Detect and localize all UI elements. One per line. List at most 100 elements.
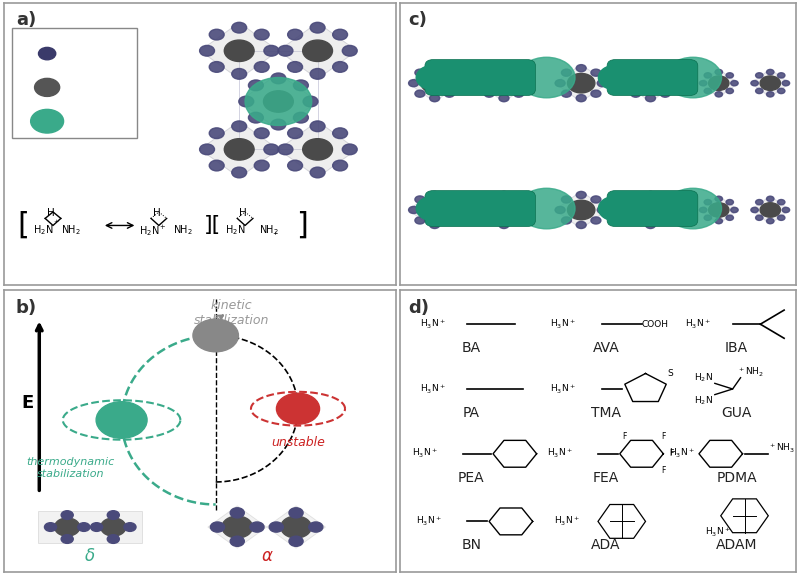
- Circle shape: [576, 64, 586, 72]
- Circle shape: [107, 535, 119, 543]
- Circle shape: [726, 200, 734, 205]
- Circle shape: [294, 80, 308, 91]
- Circle shape: [254, 160, 269, 171]
- Circle shape: [518, 58, 575, 98]
- Circle shape: [562, 196, 571, 203]
- FancyBboxPatch shape: [607, 190, 698, 227]
- Circle shape: [450, 206, 461, 213]
- Circle shape: [499, 95, 509, 102]
- Circle shape: [210, 128, 224, 139]
- Circle shape: [430, 191, 440, 198]
- Circle shape: [249, 112, 263, 123]
- Polygon shape: [699, 69, 738, 97]
- Circle shape: [232, 167, 246, 178]
- Circle shape: [224, 40, 254, 62]
- Circle shape: [499, 64, 509, 72]
- Circle shape: [288, 29, 302, 40]
- Text: H$_3$N$^+$: H$_3$N$^+$: [705, 526, 730, 539]
- Circle shape: [576, 95, 586, 102]
- Circle shape: [760, 76, 781, 90]
- Circle shape: [562, 69, 571, 76]
- Circle shape: [782, 81, 790, 86]
- Circle shape: [450, 79, 461, 87]
- Circle shape: [430, 221, 440, 228]
- Circle shape: [567, 200, 595, 220]
- Circle shape: [484, 217, 494, 224]
- Polygon shape: [408, 64, 461, 102]
- Circle shape: [34, 78, 60, 97]
- Circle shape: [277, 393, 319, 424]
- FancyBboxPatch shape: [607, 59, 698, 95]
- Text: PA: PA: [462, 406, 480, 420]
- Circle shape: [699, 208, 707, 213]
- Circle shape: [715, 70, 722, 75]
- Text: d): d): [408, 299, 429, 317]
- Circle shape: [484, 196, 494, 203]
- Circle shape: [270, 522, 283, 532]
- Circle shape: [200, 45, 214, 56]
- Text: COOH: COOH: [642, 320, 669, 329]
- Circle shape: [309, 522, 323, 532]
- Text: H$_3$N$^+$: H$_3$N$^+$: [670, 447, 695, 461]
- Circle shape: [61, 535, 74, 543]
- Circle shape: [715, 218, 722, 224]
- Polygon shape: [239, 73, 318, 130]
- Circle shape: [288, 128, 302, 139]
- Circle shape: [514, 217, 524, 224]
- Text: ADA: ADA: [591, 538, 621, 553]
- Circle shape: [751, 208, 758, 213]
- Circle shape: [254, 62, 269, 72]
- Polygon shape: [38, 511, 142, 543]
- Circle shape: [562, 90, 571, 97]
- Circle shape: [90, 523, 102, 531]
- Polygon shape: [750, 69, 790, 97]
- Circle shape: [778, 215, 785, 220]
- Circle shape: [665, 58, 722, 98]
- Text: ]: ]: [296, 211, 308, 240]
- Circle shape: [288, 160, 302, 171]
- Circle shape: [210, 62, 224, 72]
- Circle shape: [514, 90, 524, 97]
- Polygon shape: [278, 121, 357, 178]
- Circle shape: [210, 522, 225, 532]
- Circle shape: [271, 73, 286, 84]
- Circle shape: [124, 523, 136, 531]
- Circle shape: [499, 221, 509, 228]
- Circle shape: [755, 89, 763, 94]
- Circle shape: [598, 65, 634, 90]
- Text: X⁻: X⁻: [90, 47, 106, 60]
- Circle shape: [704, 72, 711, 78]
- Circle shape: [254, 29, 269, 40]
- Circle shape: [107, 511, 119, 519]
- Text: $^+$NH$_3$: $^+$NH$_3$: [768, 442, 795, 455]
- Circle shape: [415, 69, 425, 76]
- Text: BA: BA: [462, 341, 481, 355]
- Circle shape: [624, 79, 634, 87]
- Circle shape: [766, 91, 774, 97]
- Circle shape: [288, 62, 302, 72]
- Polygon shape: [624, 64, 677, 102]
- Circle shape: [591, 217, 601, 224]
- Circle shape: [778, 200, 785, 205]
- Text: δ: δ: [85, 547, 95, 565]
- Circle shape: [715, 91, 722, 97]
- Circle shape: [567, 74, 595, 93]
- Circle shape: [726, 215, 734, 220]
- Circle shape: [444, 90, 454, 97]
- Circle shape: [310, 121, 325, 132]
- Text: H$_3$N$^+$: H$_3$N$^+$: [416, 515, 442, 528]
- Circle shape: [598, 79, 607, 87]
- Text: H: H: [153, 208, 161, 218]
- FancyBboxPatch shape: [12, 28, 138, 138]
- Polygon shape: [478, 64, 530, 102]
- Circle shape: [222, 516, 253, 538]
- Text: ADAM: ADAM: [716, 538, 758, 553]
- Circle shape: [54, 518, 80, 536]
- Circle shape: [416, 65, 451, 90]
- Circle shape: [239, 96, 254, 107]
- Circle shape: [766, 196, 774, 201]
- Text: c): c): [408, 12, 426, 29]
- Circle shape: [562, 217, 571, 224]
- Polygon shape: [200, 22, 278, 79]
- Circle shape: [490, 200, 518, 220]
